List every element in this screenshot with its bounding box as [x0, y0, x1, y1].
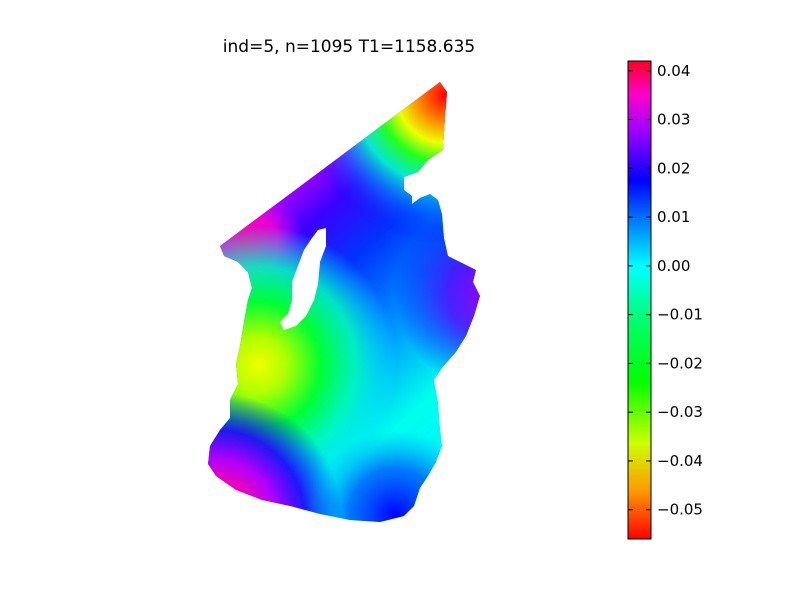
heatmap-field — [208, 82, 480, 522]
colorbar-ticks: 0.04 0.03 0.02 0.01 0.00 −0.01 −0.02 −0.03 −0.04… — [628, 62, 703, 519]
colorbar-tick-label: 0.04 — [657, 62, 690, 80]
colorbar-tick-label: 0.01 — [657, 208, 690, 226]
colorbar-tick-label: −0.03 — [657, 403, 703, 421]
field-hole — [280, 228, 326, 330]
colorbar-tick-label: −0.02 — [657, 354, 703, 372]
chart-title: ind=5, n=1095 T1=1158.635 — [223, 37, 475, 57]
colorbar-tick-label: 0.00 — [657, 257, 690, 275]
colorbar-tick-label: 0.03 — [657, 111, 690, 129]
colorbar-tick-label: −0.05 — [657, 501, 703, 519]
colorbar-tick-label: 0.02 — [657, 159, 690, 177]
colorbar: 0.04 0.03 0.02 0.01 0.00 −0.01 −0.02 −0.03 −0.04… — [627, 60, 703, 540]
colorbar-tick-label: −0.01 — [657, 306, 703, 324]
colorbar-frame — [627, 60, 652, 540]
colorbar-tick-label: −0.04 — [657, 452, 703, 470]
colorbar-gradient — [628, 61, 651, 539]
